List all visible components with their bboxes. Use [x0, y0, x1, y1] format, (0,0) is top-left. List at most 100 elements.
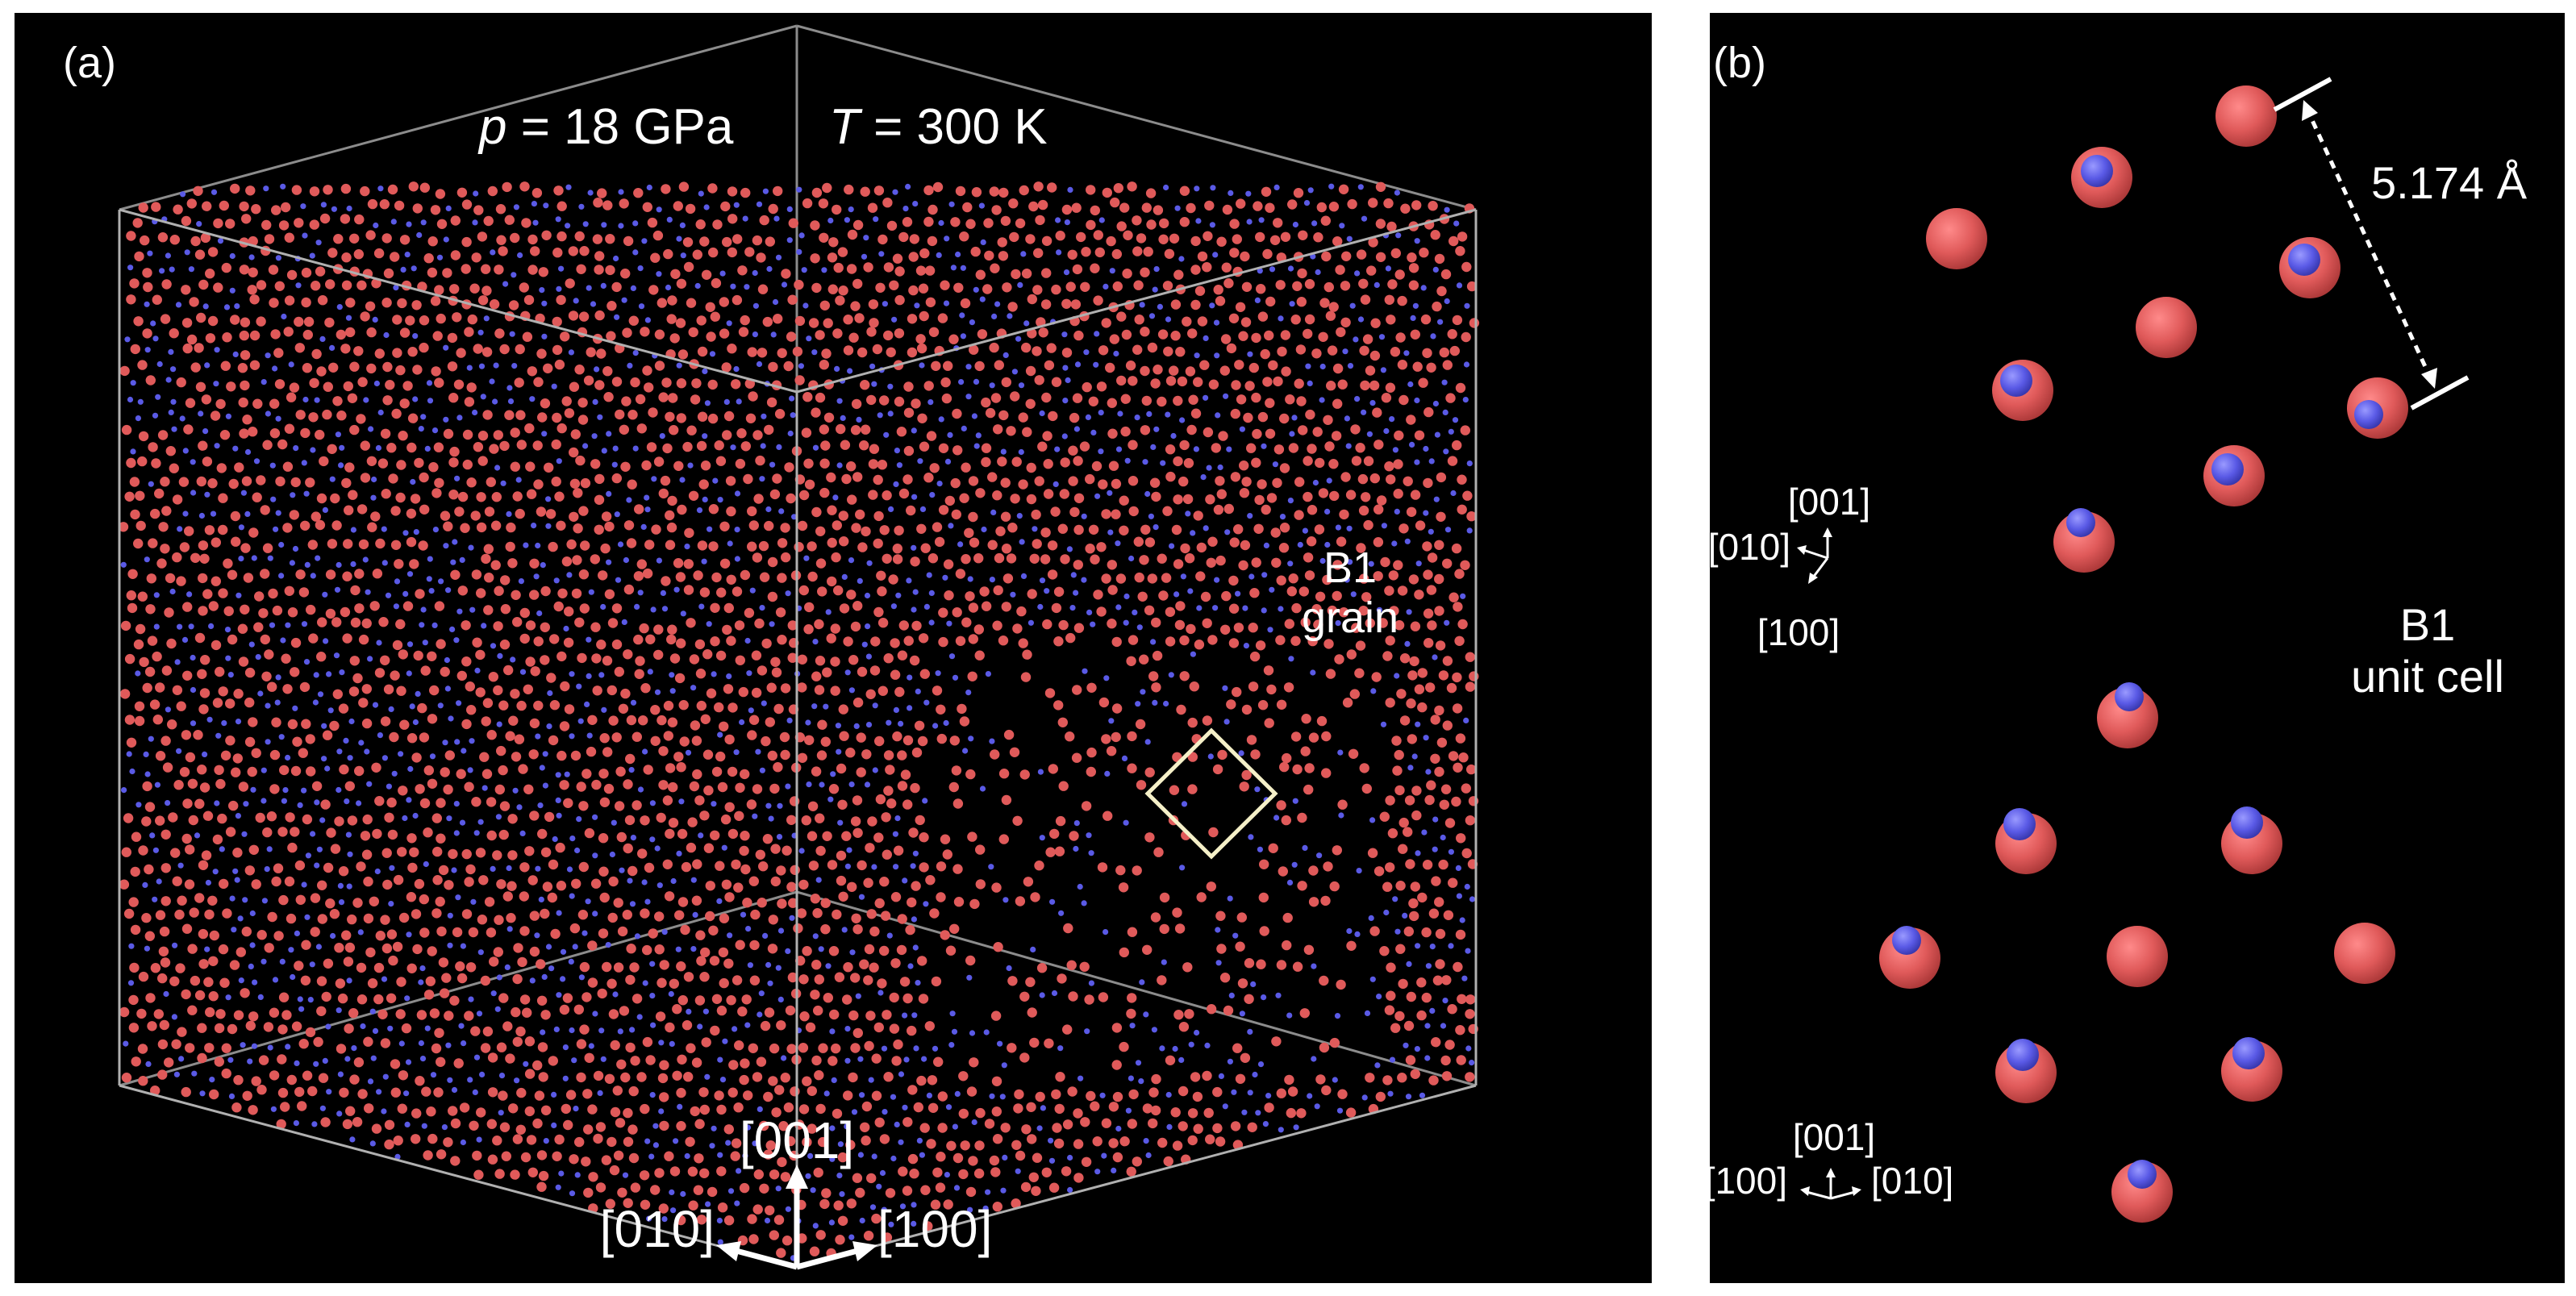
- atom-dot: [1411, 810, 1422, 821]
- atom-dot: [159, 268, 165, 274]
- atom-dot: [855, 993, 861, 999]
- atom-dot: [1204, 200, 1215, 211]
- atom-dot: [545, 496, 552, 502]
- atom-dot: [282, 523, 293, 533]
- atom-dot: [129, 768, 135, 775]
- atom-dot: [681, 861, 692, 873]
- atom-dot: [955, 569, 966, 579]
- atom-dot: [1255, 640, 1266, 651]
- atom-dot: [739, 845, 749, 856]
- atom-dot: [423, 1150, 433, 1161]
- atom-dot: [911, 544, 917, 551]
- atom-dot: [141, 816, 152, 827]
- atom-dot: [292, 545, 299, 552]
- atom-dot: [650, 252, 661, 263]
- atom-dot: [829, 1156, 836, 1162]
- atom-dot: [196, 476, 206, 487]
- atom-dot: [1128, 476, 1139, 486]
- atom-dot: [864, 944, 875, 955]
- atom-dot: [222, 908, 232, 919]
- atom-dot: [300, 520, 311, 531]
- atom-dot: [632, 445, 639, 452]
- atom-dot: [936, 1152, 946, 1162]
- atom-dot: [1455, 246, 1465, 256]
- atom-dot: [735, 782, 745, 793]
- atom-dot: [1388, 570, 1399, 581]
- atom-dot: [818, 946, 824, 952]
- atom-dot: [356, 414, 366, 424]
- atom-dot: [1047, 182, 1057, 193]
- atom-dot: [1385, 698, 1395, 708]
- atom-dot: [1023, 877, 1034, 887]
- atom-dot: [1217, 749, 1228, 761]
- atom-dot: [902, 1186, 913, 1196]
- atom-dot: [747, 506, 757, 517]
- atom-dot: [731, 379, 741, 390]
- atom-dot: [1354, 270, 1361, 277]
- atom-dot: [846, 264, 857, 274]
- atom-dot: [1348, 748, 1359, 759]
- atom-dot: [1042, 619, 1052, 630]
- atom-dot: [1044, 588, 1050, 594]
- atom-dot: [990, 509, 997, 516]
- atom-dot: [325, 279, 336, 290]
- atom-dot: [444, 656, 451, 664]
- atom-dot: [212, 869, 219, 875]
- atom-dot: [423, 990, 435, 1000]
- atom-dot: [714, 702, 724, 713]
- atom-dot: [360, 440, 370, 451]
- atom-dot: [1278, 866, 1289, 877]
- atom-dot: [650, 736, 661, 746]
- atom-dot: [890, 892, 902, 902]
- atom-dot: [1094, 331, 1100, 337]
- atom-dot: [1290, 635, 1301, 646]
- atom-dot: [850, 425, 861, 435]
- atom-dot: [1440, 784, 1452, 794]
- atom-dot: [1063, 923, 1073, 934]
- atom-dot: [478, 363, 486, 369]
- atom-dot: [232, 848, 243, 858]
- atom-dot: [1207, 536, 1218, 547]
- atom-dot: [1007, 1043, 1017, 1053]
- atom-dot: [642, 365, 652, 376]
- atom-dot: [633, 188, 644, 198]
- atom-dot: [1428, 528, 1434, 535]
- atom-dot: [502, 1021, 513, 1031]
- atom-dot: [470, 1026, 481, 1036]
- atom-dot: [734, 556, 741, 562]
- atom-dot: [1026, 462, 1036, 473]
- atom-dot: [171, 1014, 177, 1020]
- atom-dot: [1405, 859, 1415, 869]
- atom-dot: [1027, 1134, 1037, 1144]
- atom-dot: [137, 398, 144, 405]
- atom-dot: [199, 782, 210, 793]
- atom-dot: [861, 1136, 871, 1146]
- atom-dot: [964, 527, 974, 538]
- atom-dot: [130, 344, 140, 355]
- atom-dot: [966, 974, 973, 981]
- atom-dot: [198, 540, 209, 551]
- atom-dot: [1190, 235, 1201, 247]
- atom-dot: [583, 1187, 594, 1198]
- atom-dot: [1429, 944, 1436, 950]
- atom-dot: [241, 926, 252, 937]
- atom-dot: [1350, 424, 1361, 435]
- atom-dot: [372, 1027, 379, 1034]
- atom-dot: [339, 1087, 349, 1098]
- atom-dot: [908, 285, 919, 296]
- atom-dot: [1270, 527, 1281, 538]
- atom-dot: [905, 924, 915, 936]
- atom-dot: [669, 672, 675, 678]
- atom-dot: [1132, 344, 1143, 355]
- atom-dot: [859, 440, 869, 451]
- atom-dot: [725, 1140, 732, 1146]
- atom-dot: [1055, 815, 1066, 827]
- atom-dot: [1140, 327, 1150, 337]
- atom-dot: [882, 849, 893, 860]
- atom-dot: [492, 1136, 502, 1146]
- atom-dot: [164, 607, 174, 618]
- atom-dot: [1318, 488, 1329, 498]
- atom-dot: [1176, 704, 1186, 715]
- atom-dot: [640, 327, 650, 337]
- atom-dot: [705, 1201, 711, 1207]
